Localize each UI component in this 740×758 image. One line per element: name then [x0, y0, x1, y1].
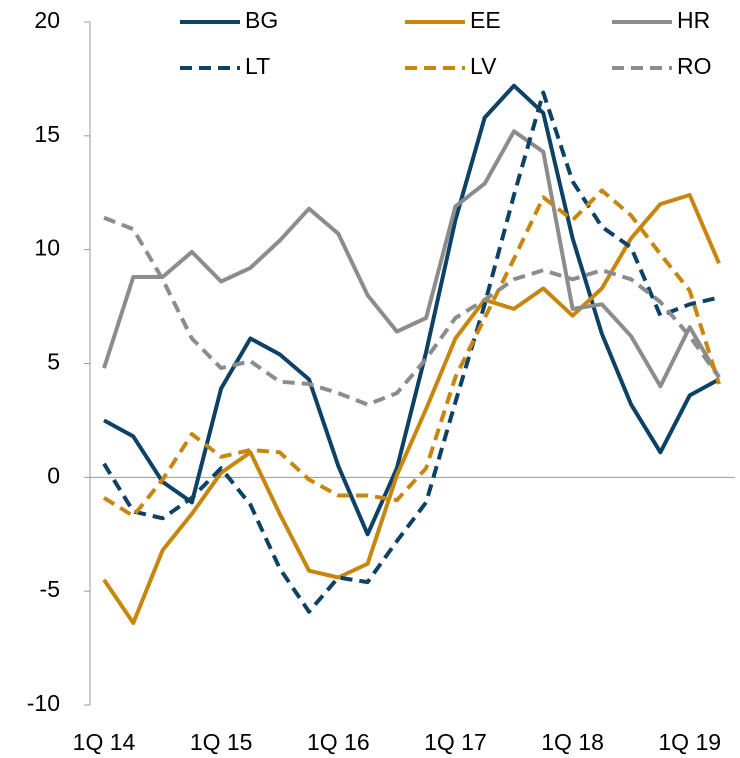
series-line — [103, 83, 720, 537]
y-tick-label: -5 — [40, 576, 60, 602]
x-tick-label: 1Q 17 — [424, 729, 487, 755]
y-tick-label: 10 — [34, 235, 60, 261]
series-line — [102, 129, 721, 389]
legend-label: LT — [245, 53, 270, 79]
x-tick-label: 1Q 15 — [190, 729, 253, 755]
x-tick-label: 1Q 16 — [307, 729, 370, 755]
y-tick-label: -10 — [27, 690, 60, 716]
series-line — [103, 215, 721, 407]
x-tick-label: 1Q 14 — [73, 729, 136, 755]
legend-label: EE — [470, 7, 501, 33]
y-tick-label: 0 — [47, 462, 60, 488]
series-line — [102, 193, 721, 625]
legend-label: LV — [470, 53, 497, 79]
series-line — [102, 188, 721, 518]
y-tick-label: 20 — [34, 7, 60, 33]
y-tick-label: 15 — [34, 121, 60, 147]
legend-label: BG — [245, 7, 278, 33]
legend-label: HR — [677, 7, 710, 33]
y-tick-label: 5 — [47, 349, 60, 375]
x-tick-label: 1Q 18 — [541, 729, 604, 755]
legend-label: RO — [677, 53, 712, 79]
series-line — [102, 90, 720, 614]
x-tick-label: 1Q 19 — [658, 729, 721, 755]
